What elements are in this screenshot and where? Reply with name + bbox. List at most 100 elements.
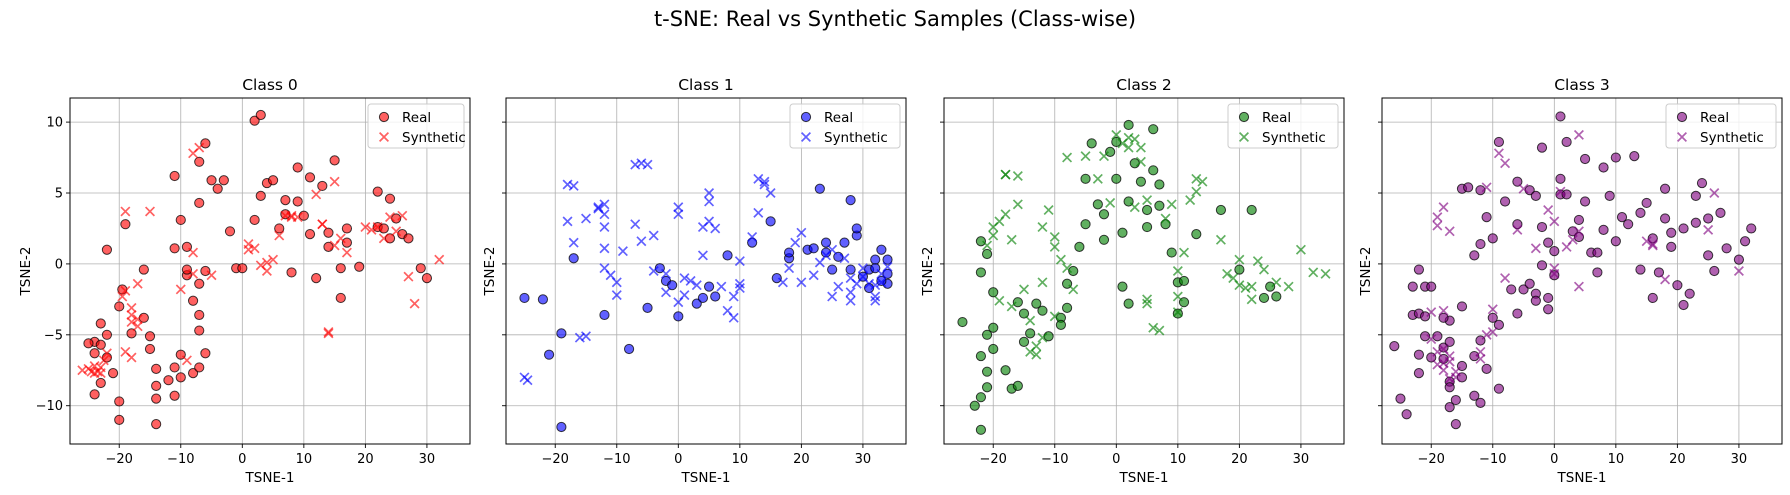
point-synthetic — [1006, 234, 1017, 245]
point-real — [403, 233, 414, 244]
point-real — [200, 138, 211, 149]
point-synthetic — [1031, 349, 1042, 360]
point-real — [1579, 153, 1591, 165]
point-real — [1191, 229, 1202, 240]
point-real — [1536, 142, 1548, 153]
legend: Real Synthetic — [1227, 103, 1339, 149]
point-real — [1080, 173, 1091, 184]
plot-frame — [1381, 97, 1783, 445]
point-real — [827, 264, 838, 275]
y-axis-label: TSNE-2 — [482, 247, 498, 297]
point-real — [1678, 299, 1689, 311]
point-real — [1475, 238, 1486, 250]
point-real — [169, 243, 180, 254]
point-synthetic — [796, 277, 807, 288]
point-real — [341, 237, 353, 248]
point-real — [218, 175, 229, 186]
point-real — [1481, 363, 1492, 374]
point-synthetic — [845, 295, 856, 306]
point-real — [1413, 349, 1425, 360]
point-real — [1641, 197, 1652, 209]
subplot-title: Class 2 — [1116, 76, 1172, 94]
point-synthetic — [777, 277, 788, 288]
point-synthetic — [685, 275, 696, 286]
point-real — [304, 172, 316, 183]
point-synthetic — [611, 277, 622, 288]
point-real — [1666, 227, 1677, 238]
point-real — [845, 194, 856, 206]
point-synthetic — [1025, 315, 1036, 326]
point-real — [194, 197, 205, 209]
point-real — [1530, 295, 1541, 306]
x-tick-label: 20 — [357, 452, 374, 467]
point-real — [286, 267, 297, 278]
point-synthetic — [1123, 142, 1134, 153]
x-tick-label: −10 — [1041, 452, 1068, 467]
point-real — [163, 375, 174, 386]
point-synthetic — [1258, 264, 1270, 275]
point-synthetic — [126, 302, 137, 313]
point-real — [1025, 328, 1036, 339]
point-synthetic — [1246, 281, 1257, 292]
subplot-class-0: Class 0−20 −10 0 10 20 30−10−50510TSNE-1TSNE-… — [18, 76, 471, 486]
point-real — [1123, 298, 1134, 309]
point-real — [1487, 312, 1498, 323]
x-tick-label: −10 — [603, 452, 630, 467]
x-tick-label: −10 — [1479, 452, 1506, 467]
point-real — [543, 349, 555, 360]
legend-marker-real — [1238, 111, 1250, 123]
point-synthetic — [1129, 134, 1140, 145]
point-synthetic — [1481, 182, 1492, 193]
point-synthetic — [1111, 129, 1122, 140]
point-real — [988, 287, 999, 298]
point-synthetic — [1647, 239, 1658, 250]
point-real — [317, 180, 328, 192]
point-real — [95, 339, 106, 350]
point-real — [876, 244, 887, 255]
point-synthetic — [1215, 234, 1226, 245]
point-real — [1739, 236, 1751, 247]
point-real — [1154, 179, 1165, 190]
point-synthetic — [261, 265, 272, 277]
point-real — [169, 390, 180, 401]
point-real — [114, 396, 125, 407]
point-real — [212, 183, 223, 194]
point-real — [107, 367, 119, 379]
x-tick-label: 30 — [419, 452, 436, 467]
point-synthetic — [562, 216, 573, 227]
point-synthetic — [335, 233, 346, 244]
point-real — [1672, 280, 1683, 291]
point-real — [1536, 260, 1548, 271]
point-synthetic — [1647, 240, 1658, 251]
data-points — [77, 109, 445, 430]
point-synthetic — [734, 283, 745, 294]
point-synthetic — [648, 265, 659, 277]
point-real — [1258, 292, 1270, 304]
point-real — [1419, 311, 1431, 322]
point-real — [1438, 312, 1449, 323]
point-synthetic — [206, 270, 217, 281]
point-synthetic — [679, 290, 690, 301]
point-synthetic — [982, 240, 993, 251]
point-real — [1592, 267, 1603, 278]
subplot-class-3: Class 3 −20 −10 0 10 20 30 TSNE-1 TSNE-2 Real Synt… — [1358, 76, 1783, 486]
legend: Real Synthetic — [789, 103, 901, 149]
point-synthetic — [1283, 281, 1294, 292]
data-points — [957, 119, 1331, 435]
point-real — [1123, 119, 1134, 131]
point-synthetic — [1438, 202, 1449, 213]
point-synthetic — [98, 355, 109, 366]
legend-marker-synthetic — [1238, 131, 1250, 143]
point-real — [1678, 223, 1689, 234]
figure-title: t-SNE: Real vs Synthetic Samples (Class-… — [654, 7, 1136, 31]
point-synthetic — [188, 247, 199, 258]
point-real — [1246, 204, 1257, 216]
point-synthetic — [132, 314, 143, 325]
point-real — [1684, 288, 1695, 299]
point-synthetic — [1252, 256, 1263, 267]
point-synthetic — [790, 237, 801, 248]
point-real — [1407, 281, 1418, 292]
point-real — [957, 316, 968, 328]
legend-label-real: Real — [1262, 110, 1291, 126]
